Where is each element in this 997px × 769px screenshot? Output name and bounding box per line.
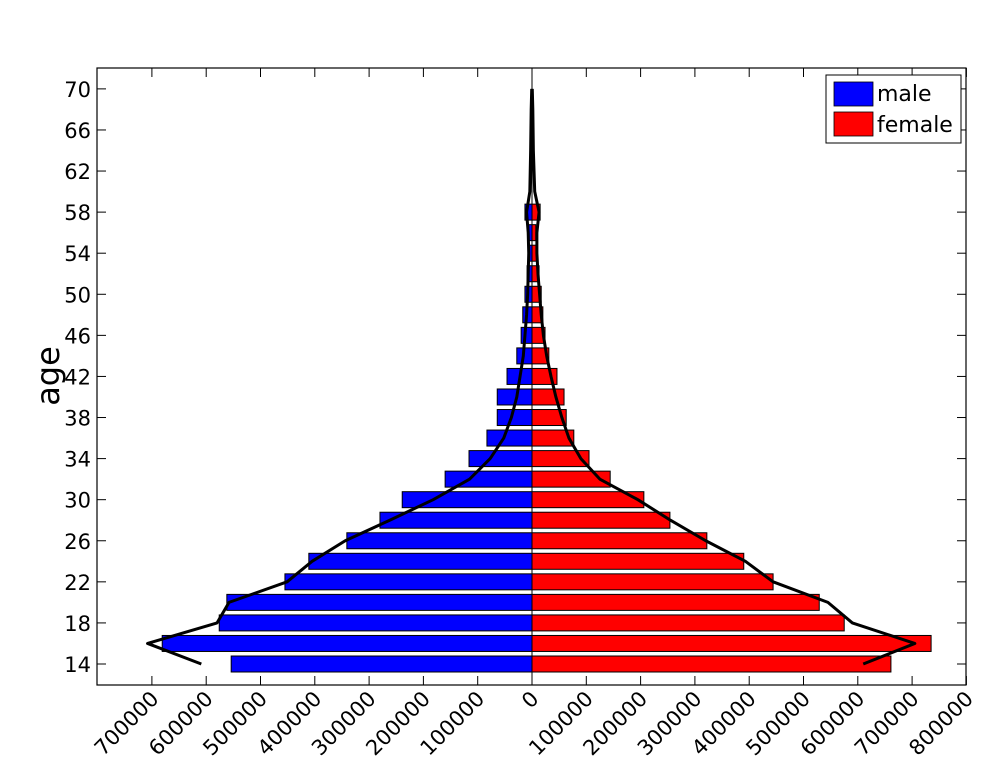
y-tick-label: 54 — [64, 242, 91, 266]
male-bar — [496, 409, 533, 427]
y-tick-label: 18 — [64, 612, 91, 636]
y-tick-label: 26 — [64, 530, 91, 554]
y-tick-label: 42 — [64, 365, 91, 389]
male-bar — [468, 450, 533, 468]
male-bar — [161, 634, 533, 652]
legend-label-male: male — [877, 82, 932, 107]
y-tick-label: 14 — [64, 653, 91, 677]
female-bar — [531, 593, 820, 611]
envelope-lines — [146, 88, 917, 666]
y-tick-label: 46 — [64, 324, 91, 348]
female-bars — [531, 203, 932, 673]
female-bar — [531, 224, 537, 242]
female-bar — [531, 614, 845, 632]
legend-label-female: female — [877, 113, 953, 138]
legend-swatch-male — [833, 81, 874, 107]
female-bar — [531, 388, 565, 406]
legend: male female — [825, 74, 962, 144]
female-bar — [531, 532, 708, 550]
y-tick-label: 22 — [64, 571, 91, 595]
male-bars — [161, 203, 533, 673]
male-bar — [226, 593, 533, 611]
male-bar — [346, 532, 533, 550]
y-tick-label: 34 — [64, 448, 91, 472]
female-bar — [531, 511, 671, 529]
male-envelope-line — [146, 88, 534, 666]
x-tick-label: 0 — [517, 687, 543, 713]
y-tick-label: 50 — [64, 283, 91, 307]
male-bar — [486, 429, 533, 447]
y-tick-label: 58 — [64, 201, 91, 225]
y-tick-label: 66 — [64, 119, 91, 143]
female-bar — [531, 634, 932, 652]
y-tick-label: 70 — [64, 78, 91, 102]
male-bar — [284, 573, 533, 591]
legend-swatch-female — [833, 111, 874, 137]
y-tick-label: 38 — [64, 407, 91, 431]
female-bar — [531, 655, 892, 673]
male-bar — [308, 552, 533, 570]
y-tick-label: 62 — [64, 160, 91, 184]
y-axis-label: age — [29, 346, 67, 406]
male-bar — [230, 655, 533, 673]
male-bar — [218, 614, 533, 632]
female-bar — [531, 552, 745, 570]
female-bar — [531, 573, 774, 591]
female-envelope-line — [530, 88, 917, 666]
y-tick-label: 30 — [64, 489, 91, 513]
